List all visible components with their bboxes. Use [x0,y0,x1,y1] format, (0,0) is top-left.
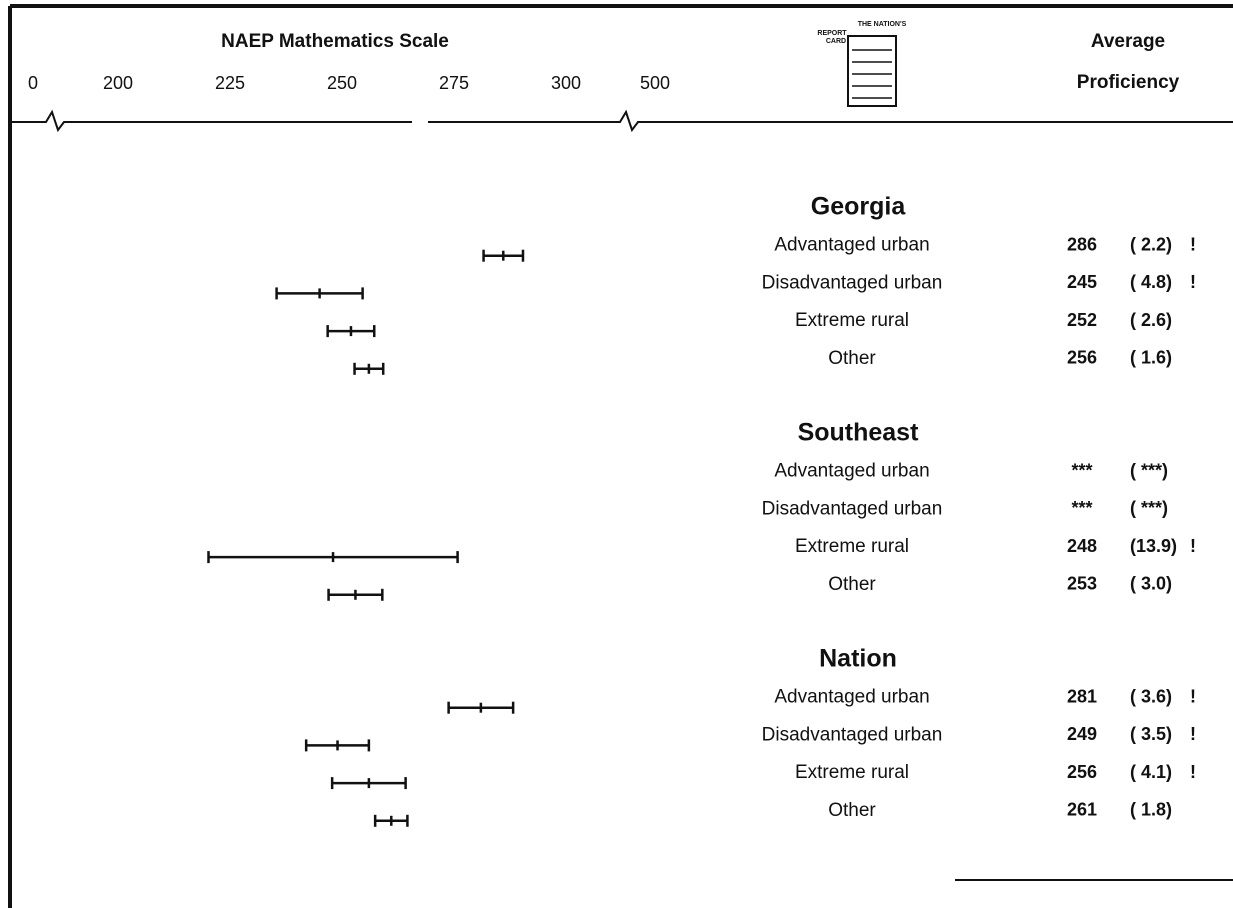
row-label: Disadvantaged urban [762,272,943,293]
error-bar [207,551,459,564]
row-label: Extreme rural [795,762,909,783]
error-bar [330,777,407,790]
x-tick-label: 200 [103,73,133,93]
logo-frame [847,35,897,107]
row-label: Disadvantaged urban [762,498,943,519]
proficiency: 261 [1067,800,1097,820]
logo: THE NATION'S REPORT CARD [817,21,907,107]
standard-error: ( 1.8) [1130,800,1172,820]
row-label: Disadvantaged urban [762,724,943,745]
axis-line [10,109,1233,133]
proficiency: 249 [1067,724,1097,744]
proficiency: 245 [1067,272,1097,292]
row-label: Advantaged urban [774,461,929,482]
axis-segment [428,109,1233,133]
column-title: Proficiency [1077,72,1180,93]
row-label: Advantaged urban [774,235,929,256]
flag: ! [1190,724,1196,744]
x-tick-label: 250 [327,73,357,93]
row-label: Other [828,800,876,821]
flag: ! [1190,272,1196,292]
flag: ! [1190,686,1196,706]
row-label: Other [828,574,876,595]
x-tick-label: 500 [640,73,670,93]
standard-error: ( 3.6) [1130,686,1172,706]
standard-error: ( 2.2) [1130,234,1172,254]
flag: ! [1190,234,1196,254]
standard-error: ( ***) [1130,460,1168,480]
proficiency: 286 [1067,234,1097,254]
x-tick-label: 225 [215,73,245,93]
axis-segment [10,109,412,133]
group-label: Nation [819,645,897,673]
error-bar [326,325,376,338]
standard-error: ( 2.6) [1130,310,1172,330]
standard-error: ( 3.0) [1130,574,1172,594]
proficiency: 256 [1067,762,1097,782]
logo-text: REPORT [817,30,847,37]
logo-text: THE NATION'S [858,21,907,28]
error-bar [373,814,409,827]
error-bar [353,362,385,375]
flag: ! [1190,536,1196,556]
group-label: Georgia [811,193,907,221]
proficiency: 256 [1067,348,1097,368]
row-label: Advantaged urban [774,687,929,708]
row-label: Extreme rural [795,310,909,331]
proficiency: 252 [1067,310,1097,330]
standard-error: ( 1.6) [1130,348,1172,368]
chart-title: NAEP Mathematics Scale [221,31,449,52]
proficiency: 248 [1067,536,1097,556]
x-tick-label: 300 [551,73,581,93]
row-label: Other [828,348,876,369]
x-tick-label: 0 [28,73,38,93]
standard-error: ( 3.5) [1130,724,1172,744]
flag: ! [1190,762,1196,782]
error-bar [447,701,515,714]
standard-error: ( ***) [1130,498,1168,518]
proficiency: 253 [1067,574,1097,594]
error-bar [482,249,525,262]
group-label: Southeast [798,419,920,447]
error-bar [275,287,364,300]
standard-error: (13.9) [1130,536,1177,556]
error-bar [304,739,371,752]
row-label: Extreme rural [795,536,909,557]
standard-error: ( 4.1) [1130,762,1172,782]
x-tick-label: 275 [439,73,469,93]
proficiency: *** [1071,498,1092,518]
proficiency: *** [1071,460,1092,480]
proficiency: 281 [1067,686,1097,706]
column-title: Average [1091,31,1165,52]
error-bar [327,588,384,601]
standard-error: ( 4.8) [1130,272,1172,292]
logo-text: CARD [826,38,846,45]
